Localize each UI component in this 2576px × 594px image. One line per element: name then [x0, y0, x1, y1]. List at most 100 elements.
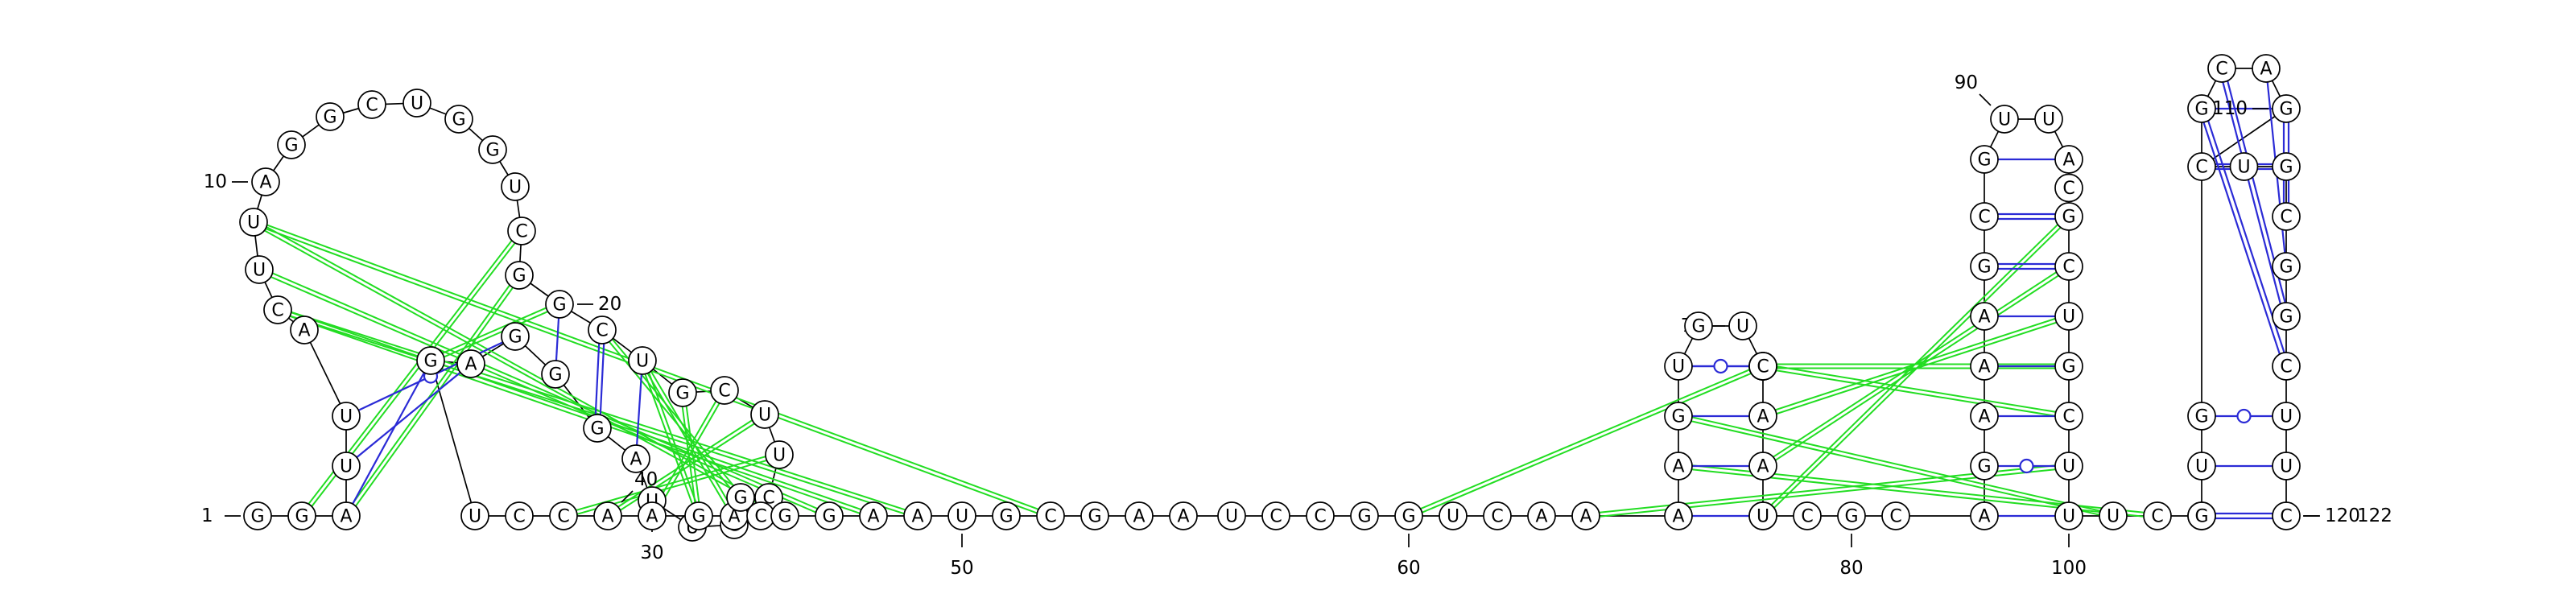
nucleotide-92: A [2054, 145, 2083, 174]
nucleotide-97: G [2054, 352, 2083, 381]
nucleotide-74: C [1748, 352, 1777, 381]
svg-text:U: U [2042, 110, 2055, 130]
nucleotide-50: U [947, 501, 976, 530]
svg-text:C: C [2280, 357, 2292, 377]
nucleotide-83: G [1970, 452, 1999, 481]
svg-text:C: C [2195, 158, 2207, 178]
svg-text:A: A [340, 507, 352, 527]
nucleotide-61: U [1439, 501, 1468, 530]
svg-text:G: G [2194, 100, 2208, 120]
nucleotide-100: U [2054, 501, 2083, 530]
position-ticks: 102030405060708090100110120 [204, 72, 2360, 579]
nucleotide-11: G [277, 130, 306, 159]
svg-text:A: A [1757, 407, 1769, 427]
pseudoknot-line [639, 361, 698, 518]
pseudoknot-line [1678, 413, 2114, 515]
svg-text:C: C [596, 321, 608, 341]
position-label-100: 100 [2051, 558, 2087, 579]
wobble-pair-marker [1713, 358, 1728, 374]
nucleotide-58: C [1306, 501, 1335, 530]
backbone-segment [303, 329, 347, 417]
position-tick [621, 490, 634, 503]
nucleotide-69: G [1684, 311, 1713, 340]
pseudoknot-line [347, 275, 522, 518]
svg-text:U: U [247, 213, 260, 233]
nucleotide-68: U [1664, 352, 1693, 381]
gc-pair-line [599, 344, 605, 415]
pseudoknot-line [683, 392, 702, 516]
position-label-120: 120 [2325, 505, 2360, 526]
svg-text:G: G [1844, 507, 1858, 527]
nucleotide-78: U [1748, 501, 1777, 530]
position-label-80: 80 [1839, 558, 1863, 579]
svg-text:A: A [646, 507, 658, 527]
nucleotide-14: U [402, 89, 431, 118]
svg-text:C: C [1491, 507, 1503, 527]
svg-text:C: C [754, 507, 766, 527]
nucleotide-5: U [332, 402, 361, 431]
nucleotide-76: A [1748, 452, 1777, 481]
svg-text:A: A [601, 507, 613, 527]
pseudoknot-line [679, 393, 698, 517]
nucleotide-34: G [501, 322, 530, 351]
svg-text:U: U [1736, 317, 1749, 337]
pseudoknot-line [344, 273, 518, 516]
gc-pair-line [2222, 81, 2281, 304]
svg-text:U: U [469, 507, 481, 527]
svg-text:U: U [2062, 307, 2075, 328]
nucleotide-98: C [2054, 402, 2083, 431]
svg-text:A: A [1978, 407, 1990, 427]
svg-text:A: A [1978, 307, 1990, 328]
pair-line [555, 317, 560, 361]
svg-text:A: A [1672, 457, 1684, 477]
svg-text:C: C [2151, 507, 2163, 527]
nucleotide-79: C [1793, 501, 1822, 530]
nucleotide-59: G [1350, 501, 1379, 530]
nucleotide-108: C [2207, 54, 2236, 83]
svg-text:G: G [1671, 407, 1685, 427]
svg-text:G: G [778, 507, 791, 527]
nucleotide-10: A [251, 167, 280, 196]
svg-text:C: C [513, 507, 525, 527]
pseudoknot-line [276, 311, 873, 519]
nucleotide-12: G [316, 102, 345, 131]
nucleotide-54: A [1125, 501, 1154, 530]
nucleotide-8: U [245, 255, 274, 284]
nucleotide-91: U [2034, 105, 2063, 134]
nucleotide-35: A [456, 349, 485, 378]
gc-pair-line [2202, 122, 2281, 355]
nucleotide-110: G [2272, 94, 2301, 123]
svg-text:G: G [590, 419, 604, 439]
nucleotide-66: A [1664, 452, 1693, 481]
nucleotide-104: G [2187, 501, 2216, 530]
nucleotide-67: G [1664, 402, 1693, 431]
nucleotide-2: G [287, 501, 316, 530]
svg-text:A: A [259, 173, 271, 193]
svg-text:G: G [999, 507, 1013, 527]
nucleotide-21: C [588, 316, 617, 344]
nucleotide-101: U [2099, 501, 2128, 530]
svg-text:C: C [557, 507, 569, 527]
nucleotide-20: G [545, 290, 574, 319]
svg-text:C: C [1889, 507, 1901, 527]
svg-text:A: A [911, 507, 923, 527]
svg-text:G: G [284, 136, 298, 156]
nucleotide-17: U [501, 172, 530, 201]
nucleotide-107: G [2187, 94, 2216, 123]
nucleotide-6: A [290, 316, 319, 344]
nucleotide-90: U [1990, 105, 2019, 134]
nucleotide-62: C [1483, 501, 1512, 530]
svg-text:G: G [485, 141, 499, 161]
nucleotide-3: A [332, 501, 361, 530]
svg-text:A: A [1672, 507, 1684, 527]
svg-text:G: G [1977, 457, 1991, 477]
nucleotide-40: A [593, 501, 622, 530]
svg-text:U: U [956, 507, 968, 527]
svg-text:G: G [1691, 317, 1705, 337]
svg-text:U: U [636, 352, 649, 372]
svg-text:A: A [630, 450, 642, 470]
nucleotide-47: G [815, 501, 844, 530]
nucleotide-86: A [1970, 302, 1999, 331]
pseudoknot-line [1762, 367, 2069, 419]
nucleotide-18: C [507, 217, 536, 245]
